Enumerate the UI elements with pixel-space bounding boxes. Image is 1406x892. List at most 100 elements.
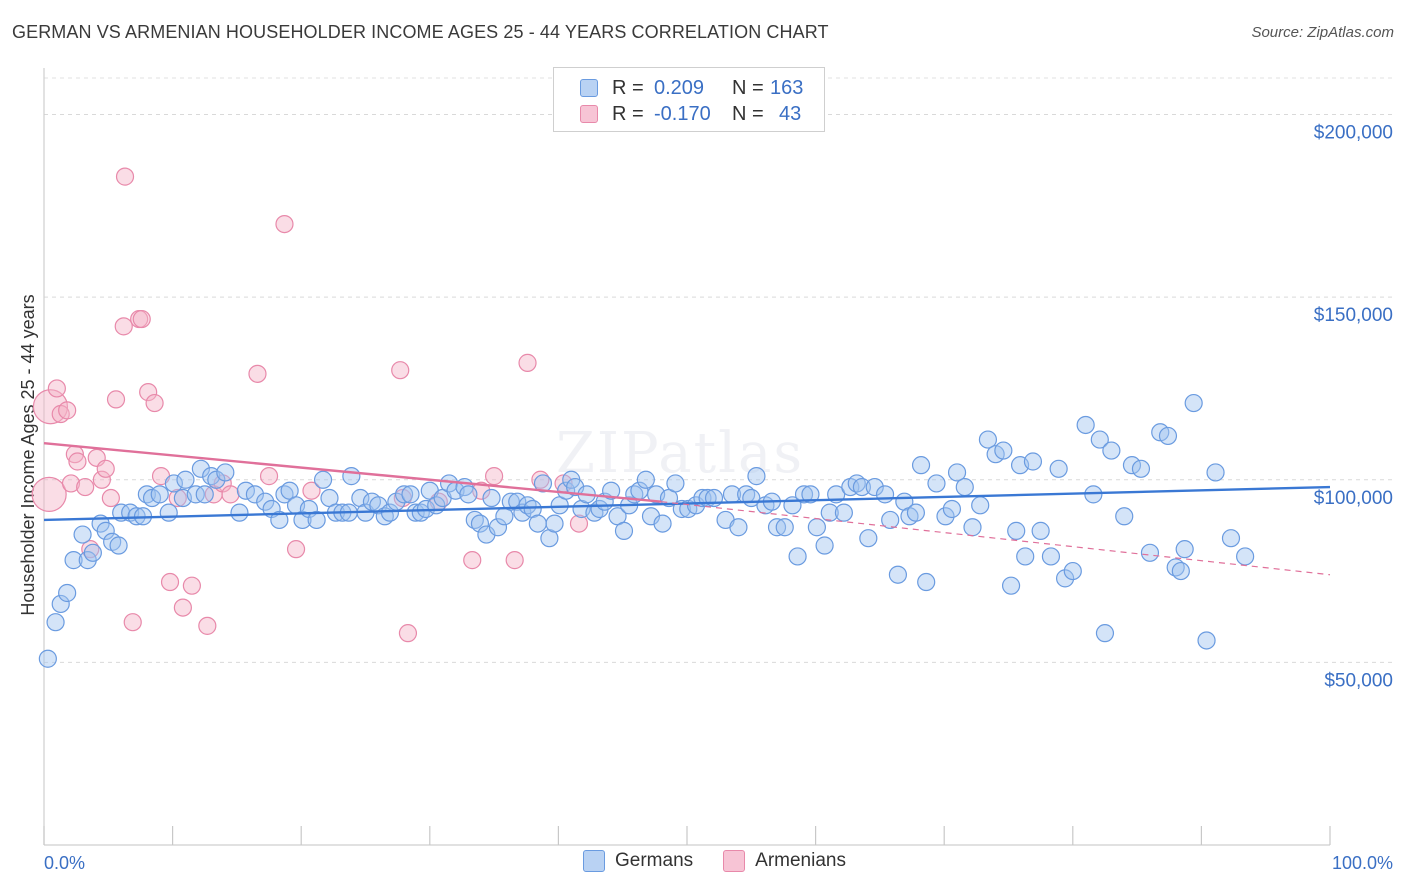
point-armenians (101, 488, 120, 508)
n-value: 163 (770, 76, 804, 99)
point-armenians (221, 485, 240, 504)
n-value: 43 (779, 102, 802, 125)
point-germans (293, 510, 312, 530)
point-germans (927, 474, 946, 493)
point-armenians (198, 616, 217, 635)
point-armenians (145, 393, 164, 413)
n-label: N = (732, 76, 764, 99)
y-tick-label: $150,000 (1314, 305, 1393, 326)
point-armenians (132, 309, 151, 329)
point-germans (906, 503, 926, 522)
point-germans (788, 547, 807, 566)
point-armenians (275, 214, 294, 234)
point-germans (270, 510, 289, 530)
n-label: N = (732, 102, 764, 125)
point-germans (1221, 529, 1241, 548)
point-germans (545, 514, 564, 533)
point-germans (1055, 569, 1075, 588)
point-germans (963, 518, 982, 537)
point-armenians (286, 540, 306, 559)
point-germans (64, 551, 83, 570)
point-germans (380, 503, 400, 522)
point-germans (1115, 507, 1134, 526)
point-germans (46, 613, 65, 632)
point-germans (38, 649, 57, 668)
point-germans (888, 565, 908, 584)
point-armenians (259, 467, 279, 486)
point-germans (176, 470, 195, 489)
armenians-legend-swatch (723, 850, 746, 872)
point-germans (1090, 430, 1109, 449)
point-germans (602, 481, 621, 500)
point-germans (401, 485, 420, 504)
legend-item-germans[interactable]: Germans (583, 850, 693, 872)
point-germans (482, 488, 501, 508)
point-germans (533, 474, 553, 493)
point-germans (58, 583, 77, 603)
point-armenians (168, 488, 187, 508)
trendline-armenians-extension (661, 501, 1331, 576)
point-germans (859, 529, 878, 548)
point-germans (1206, 463, 1225, 482)
point-germans (852, 477, 871, 497)
point-germans (865, 477, 884, 497)
point-germans (1076, 415, 1095, 435)
point-germans (653, 514, 672, 533)
y-tick-label: $50,000 (1324, 670, 1393, 691)
legend-label-germans: Germans (615, 850, 694, 871)
point-germans (1095, 624, 1115, 643)
legend-item-armenians[interactable]: Armenians (723, 850, 846, 872)
r-value: 0.209 (654, 76, 705, 99)
point-armenians (76, 477, 95, 497)
point-germans (256, 492, 275, 511)
point-germans (1001, 576, 1021, 595)
point-armenians (485, 467, 504, 486)
stats-row-armenians: R = -0.170 N = 43 (580, 102, 801, 126)
point-germans (508, 492, 527, 511)
watermark: ZIPatlas (556, 421, 805, 486)
point-germans (978, 430, 998, 449)
stats-legend: R = 0.209 N = 163 R = -0.170 N = 43 (553, 67, 825, 132)
point-germans (159, 503, 178, 522)
trendline-armenians (43, 442, 662, 503)
point-germans (236, 481, 256, 500)
point-germans (1140, 543, 1160, 562)
germans-legend-swatch (583, 850, 605, 872)
point-germans (1184, 393, 1203, 413)
point-germans (1102, 441, 1121, 460)
point-germans (801, 485, 820, 504)
point-armenians (160, 572, 180, 592)
point-armenians (47, 379, 66, 398)
point-germans (1063, 561, 1082, 581)
point-germans (230, 503, 249, 522)
point-germans (307, 510, 326, 530)
point-germans (911, 456, 931, 475)
point-germans (747, 467, 766, 486)
point-germans (1131, 459, 1151, 478)
point-armenians (106, 390, 126, 409)
point-germans (666, 474, 685, 493)
point-germans (1122, 456, 1142, 475)
point-germans (1236, 547, 1255, 566)
point-germans (109, 536, 128, 555)
point-armenians (115, 167, 135, 186)
point-germans (1158, 426, 1178, 446)
point-germans (313, 470, 333, 489)
point-germans (636, 470, 655, 489)
point-germans (1041, 547, 1061, 566)
stats-row-germans: R = 0.209 N = 163 (580, 76, 803, 100)
point-germans (342, 467, 361, 486)
legend-label-armenians: Armenians (755, 850, 846, 871)
r-label: R = (612, 76, 644, 99)
point-germans (942, 499, 962, 519)
point-germans (195, 485, 214, 504)
point-germans (459, 485, 478, 504)
point-germans (834, 503, 853, 522)
point-germans (83, 543, 102, 562)
point-germans (1049, 459, 1068, 478)
point-armenians (463, 551, 482, 570)
y-tick-label: $100,000 (1314, 488, 1393, 509)
y-axis-title: Householder Income Ages 25 - 44 years (18, 294, 38, 615)
point-armenians (505, 551, 524, 570)
